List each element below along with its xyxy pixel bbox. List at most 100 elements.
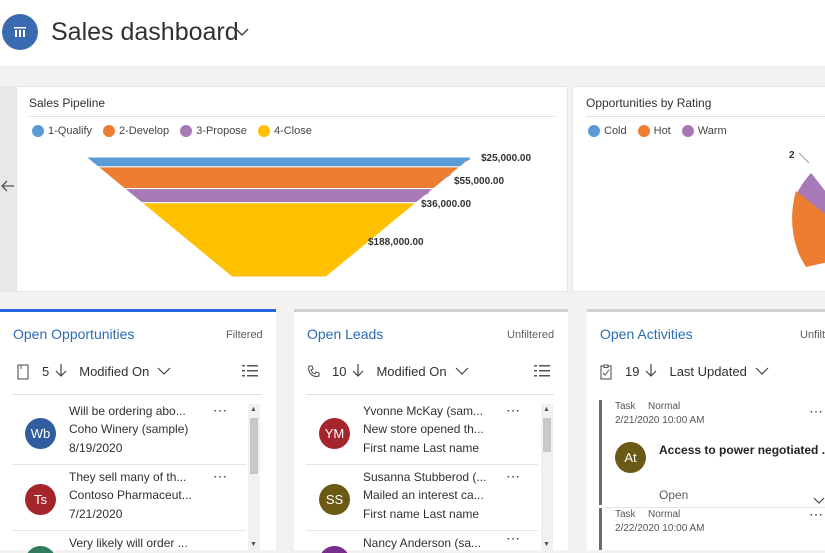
- sort-field-dropdown[interactable]: Last Updated: [669, 364, 747, 379]
- sort-arrow-icon[interactable]: [55, 362, 67, 381]
- funnel-chart: $25,000.00 $55,000.00 $36,000.00 $188,000.0…: [84, 153, 531, 278]
- scroll-down-icon[interactable]: ▼: [543, 541, 550, 548]
- data-label: $55,000.00: [454, 176, 504, 187]
- legend-item[interactable]: Warm: [681, 125, 727, 137]
- pie-leader-line: [798, 152, 810, 164]
- legend-label: 2-Develop: [119, 125, 170, 137]
- list-item[interactable]: Ts They sell many of th... Contoso Pharm…: [12, 466, 246, 532]
- activity-priority: Normal: [648, 401, 681, 412]
- legend-swatch: [257, 125, 270, 137]
- clipboard-icon: [599, 364, 615, 380]
- more-options-icon[interactable]: ⋯: [213, 402, 228, 418]
- record-count: 5: [42, 364, 50, 379]
- chevron-down-icon[interactable]: [813, 492, 825, 510]
- sales-pipeline-card: Sales Pipeline 1-Qualify 2-Develop 3-Pro…: [16, 86, 568, 292]
- list-item[interactable]: SS Susanna Stubberod (... Mailed an inte…: [306, 466, 538, 532]
- legend-item[interactable]: Hot: [637, 125, 671, 137]
- activity-priority: Normal: [648, 509, 681, 520]
- more-options-icon[interactable]: ⋯: [506, 468, 521, 484]
- scroll-down-icon[interactable]: ▼: [250, 541, 257, 548]
- more-options-icon[interactable]: ⋯: [809, 506, 824, 522]
- record-line-2: Contoso Pharmaceut...: [69, 488, 192, 502]
- legend-item[interactable]: Cold: [588, 125, 627, 137]
- activity-status: Open: [659, 488, 689, 502]
- scrollbar[interactable]: ▲ ▼: [541, 404, 553, 550]
- page-title[interactable]: Sales dashboard: [51, 18, 239, 46]
- activity-type: Task: [615, 401, 636, 412]
- scrollbar[interactable]: ▲ ▼: [248, 404, 260, 550]
- view-options-icon[interactable]: [534, 364, 550, 383]
- more-options-icon[interactable]: ⋯: [506, 402, 521, 418]
- data-label: $25,000.00: [481, 153, 531, 164]
- funnel-segment-1-qualify[interactable]: [84, 156, 474, 168]
- panel-title[interactable]: Open Opportunities: [13, 326, 135, 342]
- chevron-down-icon[interactable]: [157, 364, 171, 379]
- arrow-left-icon[interactable]: [0, 176, 16, 201]
- pie-slice-cold[interactable]: [808, 173, 825, 252]
- activity-indicator: [599, 508, 602, 550]
- legend-label: 4-Close: [273, 125, 312, 137]
- activity-item[interactable]: Task Normal 2/22/2020 10:00 AM ⋯: [587, 506, 825, 550]
- record-count: 19: [625, 364, 640, 379]
- filter-status: Unfiltered: [507, 329, 555, 341]
- funnel-segment-3-propose[interactable]: [123, 188, 435, 204]
- legend-item[interactable]: 1-Qualify: [32, 125, 92, 137]
- scroll-thumb[interactable]: [543, 418, 551, 452]
- list-item[interactable]: YM Yvonne McKay (sam... New store opened…: [306, 400, 538, 466]
- sort-field-dropdown[interactable]: Modified On: [376, 364, 447, 379]
- legend-label: 1-Qualify: [48, 125, 93, 137]
- sort-arrow-icon[interactable]: [645, 362, 657, 381]
- pie-slice-orange[interactable]: [792, 191, 825, 267]
- funnel-segment-4-close[interactable]: [140, 202, 418, 278]
- funnel-segment-2-develop[interactable]: [96, 166, 462, 190]
- more-options-icon[interactable]: ⋯: [809, 403, 824, 419]
- sort-field-dropdown[interactable]: Modified On: [79, 364, 150, 379]
- divider: [604, 507, 825, 508]
- chart-legend: Cold Hot Warm: [588, 125, 738, 137]
- avatar: SS: [319, 484, 350, 515]
- data-label-leader: [463, 158, 471, 163]
- chart-title: Opportunities by Rating: [586, 96, 712, 110]
- legend-swatch: [588, 125, 600, 137]
- chevron-down-icon[interactable]: [455, 364, 469, 379]
- pie-data-label: 2: [789, 150, 795, 161]
- legend-label: Cold: [604, 125, 627, 137]
- dashboard-icon: [2, 14, 38, 50]
- activity-item[interactable]: Task Normal 2/21/2020 10:00 AM At Access…: [587, 400, 825, 506]
- chart-title: Sales Pipeline: [29, 96, 106, 110]
- chevron-down-icon[interactable]: [755, 364, 769, 379]
- legend-label: Warm: [697, 125, 727, 137]
- record-line-3: 8/19/2020: [69, 441, 123, 455]
- list-item[interactable]: Wb Will be ordering abo... Coho Winery (…: [12, 400, 246, 466]
- legend-item[interactable]: 4-Close: [257, 125, 312, 137]
- more-options-icon[interactable]: ⋯: [213, 468, 228, 484]
- record-line-1: Will be ordering abo...: [69, 404, 186, 418]
- view-options-icon[interactable]: [242, 364, 258, 383]
- divider: [306, 530, 538, 531]
- record-line-3: First name Last name: [363, 507, 480, 521]
- data-label: $188,000.00: [368, 237, 424, 248]
- chevron-down-icon[interactable]: [234, 24, 250, 45]
- scroll-up-icon[interactable]: ▲: [250, 406, 257, 413]
- activity-datetime: 2/21/2020 10:00 AM: [615, 415, 705, 426]
- legend-item[interactable]: 3-Propose: [180, 125, 247, 137]
- activity-indicator: [599, 400, 602, 505]
- filter-status: Unfilt: [800, 329, 825, 341]
- activity-type: Task: [615, 509, 636, 520]
- legend-swatch: [103, 125, 116, 137]
- record-line-3: 7/21/2020: [69, 507, 123, 521]
- divider: [12, 464, 246, 465]
- more-options-icon[interactable]: ⋯: [506, 532, 521, 546]
- avatar: Ts: [25, 484, 56, 515]
- avatar: At: [615, 442, 646, 473]
- sort-arrow-icon[interactable]: [352, 362, 364, 381]
- panel-title[interactable]: Open Activities: [600, 326, 693, 342]
- record-count: 10: [332, 364, 347, 379]
- data-label-leader: [422, 192, 430, 197]
- scroll-thumb[interactable]: [250, 418, 258, 474]
- scroll-up-icon[interactable]: ▲: [543, 406, 550, 413]
- list-toolbar: 5 Modified On: [16, 362, 171, 381]
- record-line-2: New store opened th...: [363, 422, 484, 436]
- panel-title[interactable]: Open Leads: [307, 326, 384, 342]
- legend-item[interactable]: 2-Develop: [103, 125, 169, 137]
